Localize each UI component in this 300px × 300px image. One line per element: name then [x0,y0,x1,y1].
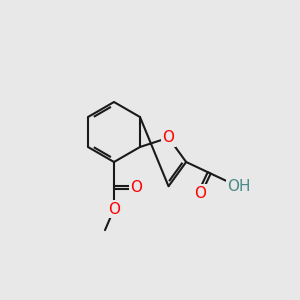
Text: O: O [130,180,142,195]
Text: O: O [108,202,120,217]
Text: O: O [194,186,206,201]
Text: O: O [163,130,175,145]
Text: OH: OH [227,179,251,194]
